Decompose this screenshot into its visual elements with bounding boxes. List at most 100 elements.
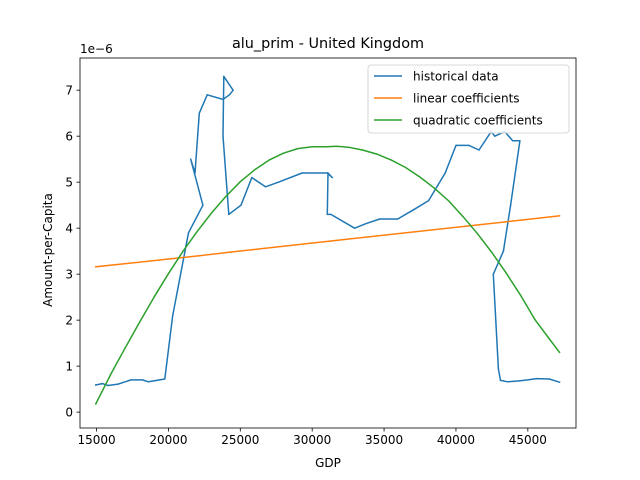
axis-ticks: 15000 20000 25000 30000 35000 40000 45000 0 1 2 3 4…: [65, 84, 547, 447]
data-point: [326, 213, 328, 216]
legend: historical data linear coefficients quadra…: [367, 64, 570, 134]
data-point: [509, 204, 512, 206]
data-point: [232, 89, 234, 91]
data-point: [444, 172, 446, 174]
x-tick-label: 25000: [221, 433, 259, 447]
series-points-quadratic-coefficients: [95, 145, 561, 405]
data-point: [141, 379, 144, 381]
data-point: [492, 273, 495, 275]
data-point: [110, 373, 112, 375]
data-point: [478, 149, 480, 151]
data-point: [107, 384, 109, 387]
data-point: [325, 146, 328, 148]
data-point: [164, 378, 166, 380]
data-point: [167, 272, 170, 275]
series-points-historical-data: [95, 75, 561, 387]
y-tick-label: 0: [65, 406, 73, 420]
data-point: [462, 215, 464, 218]
legend-frame: [367, 64, 570, 134]
y-tick-label: 4: [65, 222, 73, 236]
data-point: [101, 382, 103, 385]
data-point: [202, 204, 204, 206]
y-exponent-label: 1e−6: [80, 42, 113, 56]
data-point: [519, 219, 521, 222]
data-point: [268, 159, 270, 161]
data-point: [448, 200, 450, 202]
data-point: [502, 250, 505, 252]
data-point: [497, 368, 500, 370]
data-point: [194, 172, 196, 174]
data-point: [499, 379, 502, 382]
data-point: [419, 176, 421, 178]
x-tick-label: 30000: [293, 433, 331, 447]
y-tick-label: 6: [65, 130, 73, 144]
data-point: [229, 251, 231, 253]
data-point: [433, 187, 436, 189]
data-point: [95, 266, 97, 268]
data-point: [548, 338, 551, 340]
series-layer: [94, 75, 561, 405]
data-point: [222, 135, 224, 137]
x-tick-label: 45000: [509, 433, 547, 447]
data-point: [311, 146, 313, 148]
data-point: [427, 199, 430, 202]
data-point: [264, 186, 267, 188]
data-point: [527, 379, 529, 381]
data-point: [548, 378, 551, 380]
data-point: [376, 153, 378, 155]
data-point: [412, 209, 415, 211]
data-point: [361, 149, 364, 151]
data-point: [301, 172, 303, 174]
data-point: [95, 384, 97, 386]
data-point: [153, 296, 155, 298]
y-tick-label: 1: [65, 360, 73, 374]
x-tick-label: 15000: [77, 433, 115, 447]
data-point: [282, 152, 285, 154]
data-point: [476, 232, 479, 235]
data-point: [182, 250, 184, 253]
data-point: [187, 232, 190, 234]
data-point: [223, 75, 225, 78]
data-point: [117, 383, 119, 385]
data-point: [130, 379, 132, 381]
data-point: [124, 347, 126, 349]
data-point: [519, 294, 522, 297]
data-point: [491, 251, 493, 254]
data-point: [228, 213, 230, 216]
data-point: [277, 181, 280, 183]
data-point: [519, 140, 521, 142]
series-line-historical-data: [94, 75, 561, 387]
y-tick-label: 7: [65, 84, 73, 98]
data-point: [239, 181, 242, 183]
legend-label: linear coefficients: [413, 92, 520, 106]
data-point: [558, 215, 561, 217]
data-point: [196, 230, 198, 233]
plot-frame: [79, 57, 577, 429]
series-points-linear-coefficients: [95, 215, 561, 268]
data-point: [121, 381, 124, 384]
data-point: [225, 195, 227, 198]
data-point: [330, 240, 332, 242]
y-tick-label: 2: [65, 314, 73, 328]
data-point: [206, 94, 208, 96]
data-point: [190, 158, 192, 160]
data-point: [518, 380, 520, 382]
data-point: [347, 146, 349, 148]
data-point: [379, 218, 381, 220]
data-point: [494, 135, 496, 137]
data-point: [365, 222, 367, 225]
data-point: [397, 218, 399, 220]
data-point: [353, 227, 356, 229]
data-point: [509, 220, 512, 222]
data-point: [326, 172, 328, 174]
legend-label: quadratic coefficients: [413, 114, 543, 128]
data-point: [251, 176, 253, 179]
legend-label: historical data: [413, 70, 499, 84]
x-tick-label: 35000: [365, 433, 403, 447]
data-point: [507, 381, 509, 383]
data-point: [335, 145, 338, 148]
chart-title: alu_prim - United Kingdom: [232, 36, 424, 52]
data-point: [210, 212, 213, 214]
data-point: [253, 169, 256, 171]
data-point: [172, 314, 174, 317]
